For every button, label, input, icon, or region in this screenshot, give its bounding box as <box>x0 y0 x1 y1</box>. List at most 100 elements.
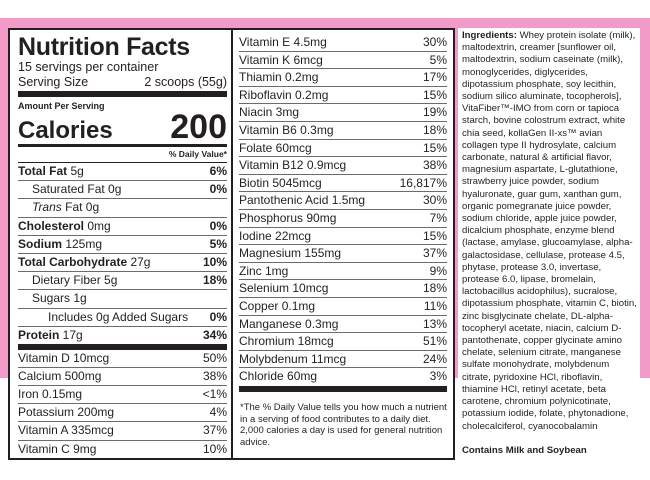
vitamin-daily-value: 9% <box>429 263 447 278</box>
vitamin-name: Thiamin 0.2mg <box>239 70 319 85</box>
vitamin-name: Folate 60mcg <box>239 140 312 155</box>
vitamin-row: Iodine 22mcg 15% <box>239 228 447 246</box>
vitamin-daily-value: 11% <box>423 298 447 313</box>
nutrient-name-bold: Cholesterol <box>18 218 85 233</box>
vitamin-row: Potassium 200mg 4% <box>18 404 227 423</box>
vitamin-name: Magnesium 155mg <box>239 246 342 261</box>
ingredients-list: Ingredients: Whey protein isolate (milk)… <box>462 30 640 433</box>
nutrient-daily-value: 0% <box>209 218 227 233</box>
vitamin-row: Vitamin D 10mcg 50% <box>18 350 227 368</box>
vitamin-daily-value: 18% <box>422 122 447 137</box>
nutrient-row: Includes 0g Added Sugars 0% <box>18 309 227 327</box>
label-right-column: Vitamin E 4.5mg 30% Vitamin K 6mcg 5% Thiami… <box>233 30 453 458</box>
allergen-statement: Contains Milk and Soybean <box>462 444 587 456</box>
label-left-column: Nutrition Facts 15 servings per containe… <box>10 30 233 458</box>
nutrient-name: Dietary Fiber 5g <box>18 272 117 289</box>
vitamin-name: Phosphorus 90mg <box>239 210 337 225</box>
vitamin-row: Iron 0.15mg <1% <box>18 386 227 405</box>
vitamin-name: Riboflavin 0.2mg <box>239 87 329 102</box>
vitamin-daily-value: 3% <box>429 369 447 384</box>
calories-label: Calories <box>18 117 113 144</box>
amount-per-serving: Amount Per Serving <box>18 101 105 111</box>
vitamin-daily-value: 18% <box>422 281 447 296</box>
nutrient-name: Sodium 125mg <box>18 236 102 253</box>
nutrient-name: Sugars 1g <box>18 290 87 307</box>
nutrient-row: Protein 17g 34% <box>18 327 227 350</box>
nutrient-name-italic: Trans <box>32 200 62 215</box>
vitamin-daily-value: 24% <box>422 351 447 366</box>
nutrient-daily-value: 10% <box>202 254 227 269</box>
nutrient-row: Trans Fat 0g <box>18 199 227 218</box>
nutrient-amount: 27g <box>127 254 151 269</box>
vitamin-row: Zinc 1mg 9% <box>239 263 447 281</box>
vitamin-name: Molybdenum 11mcg <box>239 351 347 366</box>
nutrient-daily-value: 5% <box>209 236 227 251</box>
nutrient-row: Dietary Fiber 5g 18% <box>18 272 227 291</box>
vitamin-name: Zinc 1mg <box>239 263 289 278</box>
vitamin-daily-value: 15% <box>422 87 447 102</box>
vitamin-daily-value: 13% <box>422 316 447 331</box>
vitamin-daily-value: 16,817% <box>399 175 447 190</box>
vitamin-row: Magnesium 155mg 37% <box>239 245 447 263</box>
vitamin-daily-value: <1% <box>202 387 227 402</box>
vitamin-row: Vitamin K 6mcg 5% <box>239 52 447 70</box>
nutrient-daily-value: 0% <box>209 182 227 197</box>
vitamin-daily-value: 30% <box>422 35 447 49</box>
nutrient-row: Sugars 1g <box>18 290 227 309</box>
nutrient-name-bold: Total Fat <box>18 164 68 178</box>
ingredients-text: Whey protein isolate (milk), maltodextri… <box>462 30 637 432</box>
nutrient-amount: Includes 0g Added Sugars <box>48 309 189 324</box>
nutrient-name: Includes 0g Added Sugars <box>18 309 188 326</box>
vitamin-row: Molybdenum 11mcg 24% <box>239 351 447 369</box>
nutrient-name-bold: Total Carbohydrate <box>18 254 128 269</box>
vitamin-name: Vitamin K 6mcg <box>239 52 323 67</box>
vitamin-name: Potassium 200mg <box>18 405 115 420</box>
ingredients-panel: Ingredients: Whey protein isolate (milk)… <box>458 28 640 478</box>
vitamin-row: Vitamin E 4.5mg 30% <box>239 34 447 52</box>
vitamin-name: Pantothenic Acid 1.5mg <box>239 193 366 208</box>
vitamin-name: Niacin 3mg <box>239 105 300 120</box>
vitamin-daily-value: 38% <box>202 368 227 383</box>
vitamin-name: Vitamin C 9mg <box>18 441 97 456</box>
calories-row: Calories 200 <box>18 110 227 147</box>
nutrient-amount: Dietary Fiber 5g <box>32 273 118 288</box>
vitamin-daily-value: 50% <box>202 350 227 365</box>
daily-value-header: % Daily Value* <box>18 147 227 163</box>
nutrient-row: Sodium 125mg 5% <box>18 236 227 254</box>
nutrient-name: Saturated Fat 0g <box>18 181 121 198</box>
nutrient-daily-value: 18% <box>202 273 227 288</box>
nutrient-daily-value: 34% <box>202 327 227 342</box>
serving-size-value: 2 scoops (55g) <box>144 75 227 89</box>
vitamin-name: Vitamin D 10mcg <box>18 350 110 365</box>
vitamin-daily-value: 30% <box>422 193 447 208</box>
vitamin-daily-value: 4% <box>209 405 227 420</box>
vitamin-daily-value: 37% <box>202 423 227 438</box>
calories-value: 200 <box>170 108 227 146</box>
nutrient-row: Saturated Fat 0g 0% <box>18 181 227 200</box>
vitamin-row: Chromium 18mcg 51% <box>239 333 447 351</box>
nutrient-amount: 0mg <box>84 218 111 233</box>
vitamin-row: Vitamin A 335mcg 37% <box>18 422 227 441</box>
vitamin-name: Vitamin E 4.5mg <box>239 35 327 49</box>
nutrient-name-bold: Protein <box>18 327 60 342</box>
vitamin-name: Copper 0.1mg <box>239 298 316 313</box>
vitamin-daily-value: 37% <box>422 246 447 261</box>
vitamin-row: Niacin 3mg 19% <box>239 104 447 122</box>
label-title: Nutrition Facts <box>18 33 190 61</box>
vitamin-daily-value: 15% <box>422 228 447 243</box>
nutrient-row: Total Carbohydrate 27g 10% <box>18 254 227 273</box>
nutrient-name: Cholesterol 0mg <box>18 218 111 235</box>
nutrient-amount: 5g <box>67 164 84 178</box>
vitamin-name: Vitamin A 335mcg <box>18 423 114 438</box>
nutrient-amount: 125mg <box>62 236 103 251</box>
nutrient-amount: Sugars 1g <box>32 291 87 306</box>
vitamin-name: Manganese 0.3mg <box>239 316 339 331</box>
vitamin-name: Iodine 22mcg <box>239 228 312 243</box>
vitamin-row: Copper 0.1mg 11% <box>239 298 447 316</box>
vitamin-row: Pantothenic Acid 1.5mg 30% <box>239 192 447 210</box>
nutrient-daily-value: 0% <box>209 309 227 324</box>
servings-per-container: 15 servings per container <box>18 60 159 74</box>
vitamin-row: Phosphorus 90mg 7% <box>239 210 447 228</box>
vitamin-daily-value: 7% <box>429 210 447 225</box>
vitamin-name: Vitamin B12 0.9mcg <box>239 158 347 173</box>
